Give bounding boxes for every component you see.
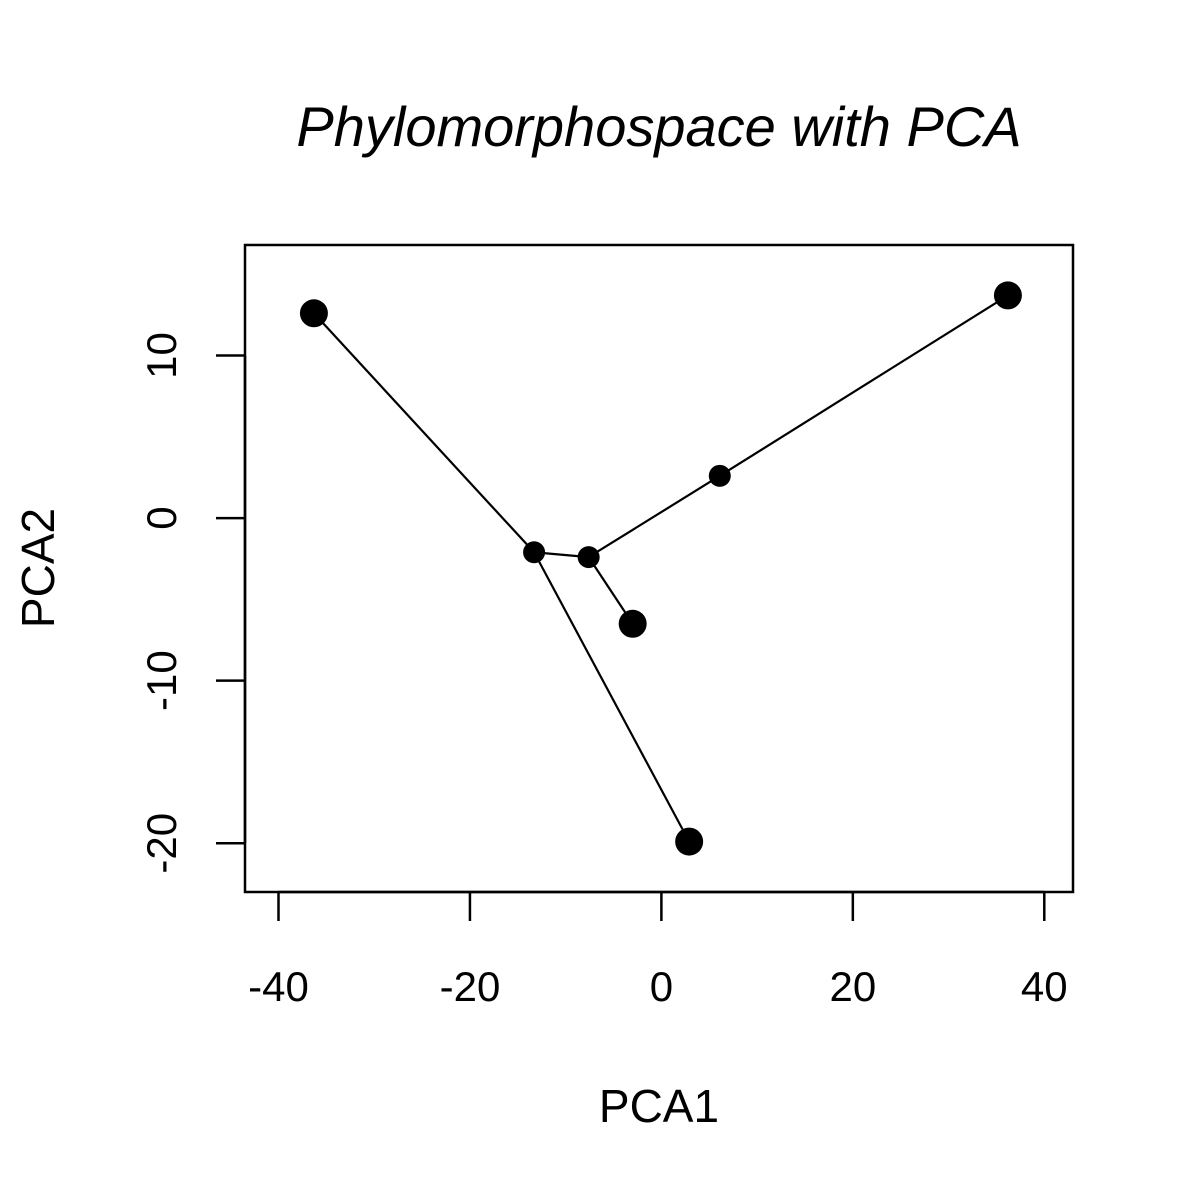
y-axis-label: PCA2 [12,508,64,628]
tree-edge [719,294,1009,477]
y-tick-label: 0 [138,506,185,529]
x-tick-label: 20 [829,963,876,1010]
tip-point [675,827,704,856]
tree-edges [313,294,1009,843]
internal-node-point [523,541,546,564]
plot-frame [243,243,1075,894]
tree-edge [588,474,721,559]
internal-node-point [577,546,600,569]
y-axis: -20 -10 0 10 [138,332,247,874]
tip-point [993,281,1022,310]
x-tick-label: -20 [440,963,501,1010]
x-axis-label: PCA1 [599,1080,719,1132]
chart-title: Phylomorphospace with PCA [296,95,1021,158]
internal-node-point [708,464,731,487]
x-tick-label: 40 [1021,963,1068,1010]
x-tick-label: 0 [650,963,673,1010]
tree-edge [313,312,535,553]
y-tick-label: -10 [138,650,185,711]
tree-points [299,281,1022,856]
y-tick-label: -20 [138,813,185,874]
tip-point [299,299,328,328]
tree-edge [533,551,691,843]
y-tick-label: 10 [138,332,185,379]
tip-point [618,609,647,638]
x-axis: -40 -20 0 20 40 [248,890,1068,1010]
x-tick-label: -40 [248,963,309,1010]
